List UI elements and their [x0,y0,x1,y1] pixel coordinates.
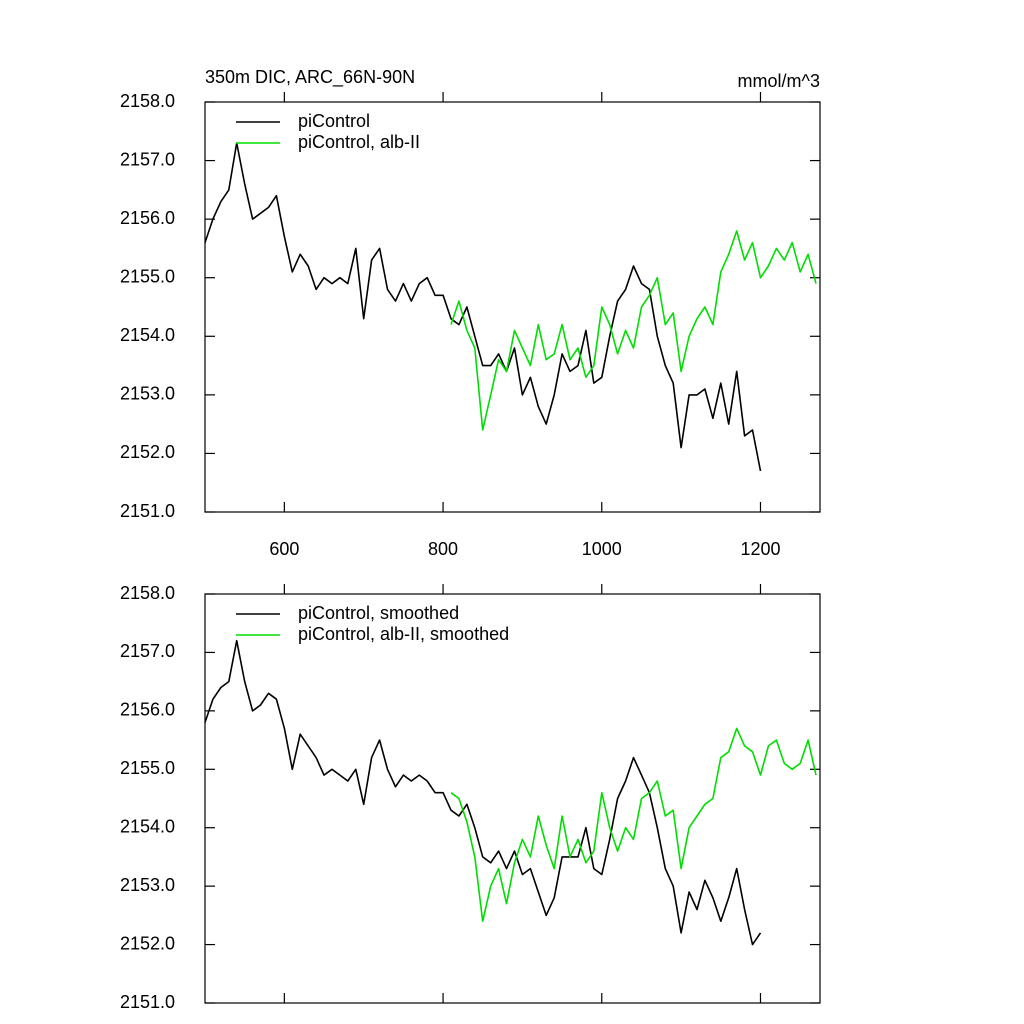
legend-label: piControl, smoothed [298,603,459,623]
y-tick-label: 2153.0 [120,384,175,404]
x-tick-label: 1000 [582,539,622,559]
y-tick-label: 2157.0 [120,149,175,169]
series-line [450,727,817,922]
y-tick-label: 2153.0 [120,875,175,895]
x-tick-label: 600 [269,539,299,559]
y-tick-label: 2155.0 [120,266,175,286]
y-tick-label: 2154.0 [120,816,175,836]
plot-frame [204,101,821,513]
y-tick-label: 2156.0 [120,208,175,228]
y-tick-label: 2157.0 [120,641,175,661]
y-tick-label: 2152.0 [120,933,175,953]
y-tick-label: 2151.0 [120,501,175,521]
x-tick-label: 1200 [740,539,780,559]
series-line [204,639,762,946]
y-tick-label: 2158.0 [120,91,175,111]
series-line [450,230,817,431]
y-tick-label: 2158.0 [120,583,175,603]
chart-title: 350m DIC, ARC_66N-90N [205,67,415,88]
y-tick-label: 2156.0 [120,700,175,720]
legend-label: piControl, alb-II, smoothed [298,624,509,644]
units-label: mmol/m^3 [738,71,820,91]
x-tick-label: 800 [428,539,458,559]
series-line [204,142,762,472]
legend-label: piControl, alb-II [298,132,420,152]
y-tick-label: 2154.0 [120,325,175,345]
y-tick-label: 2151.0 [120,992,175,1012]
plot-frame [204,593,821,1004]
y-tick-label: 2155.0 [120,758,175,778]
legend-label: piControl [298,111,370,131]
y-tick-label: 2152.0 [120,442,175,462]
